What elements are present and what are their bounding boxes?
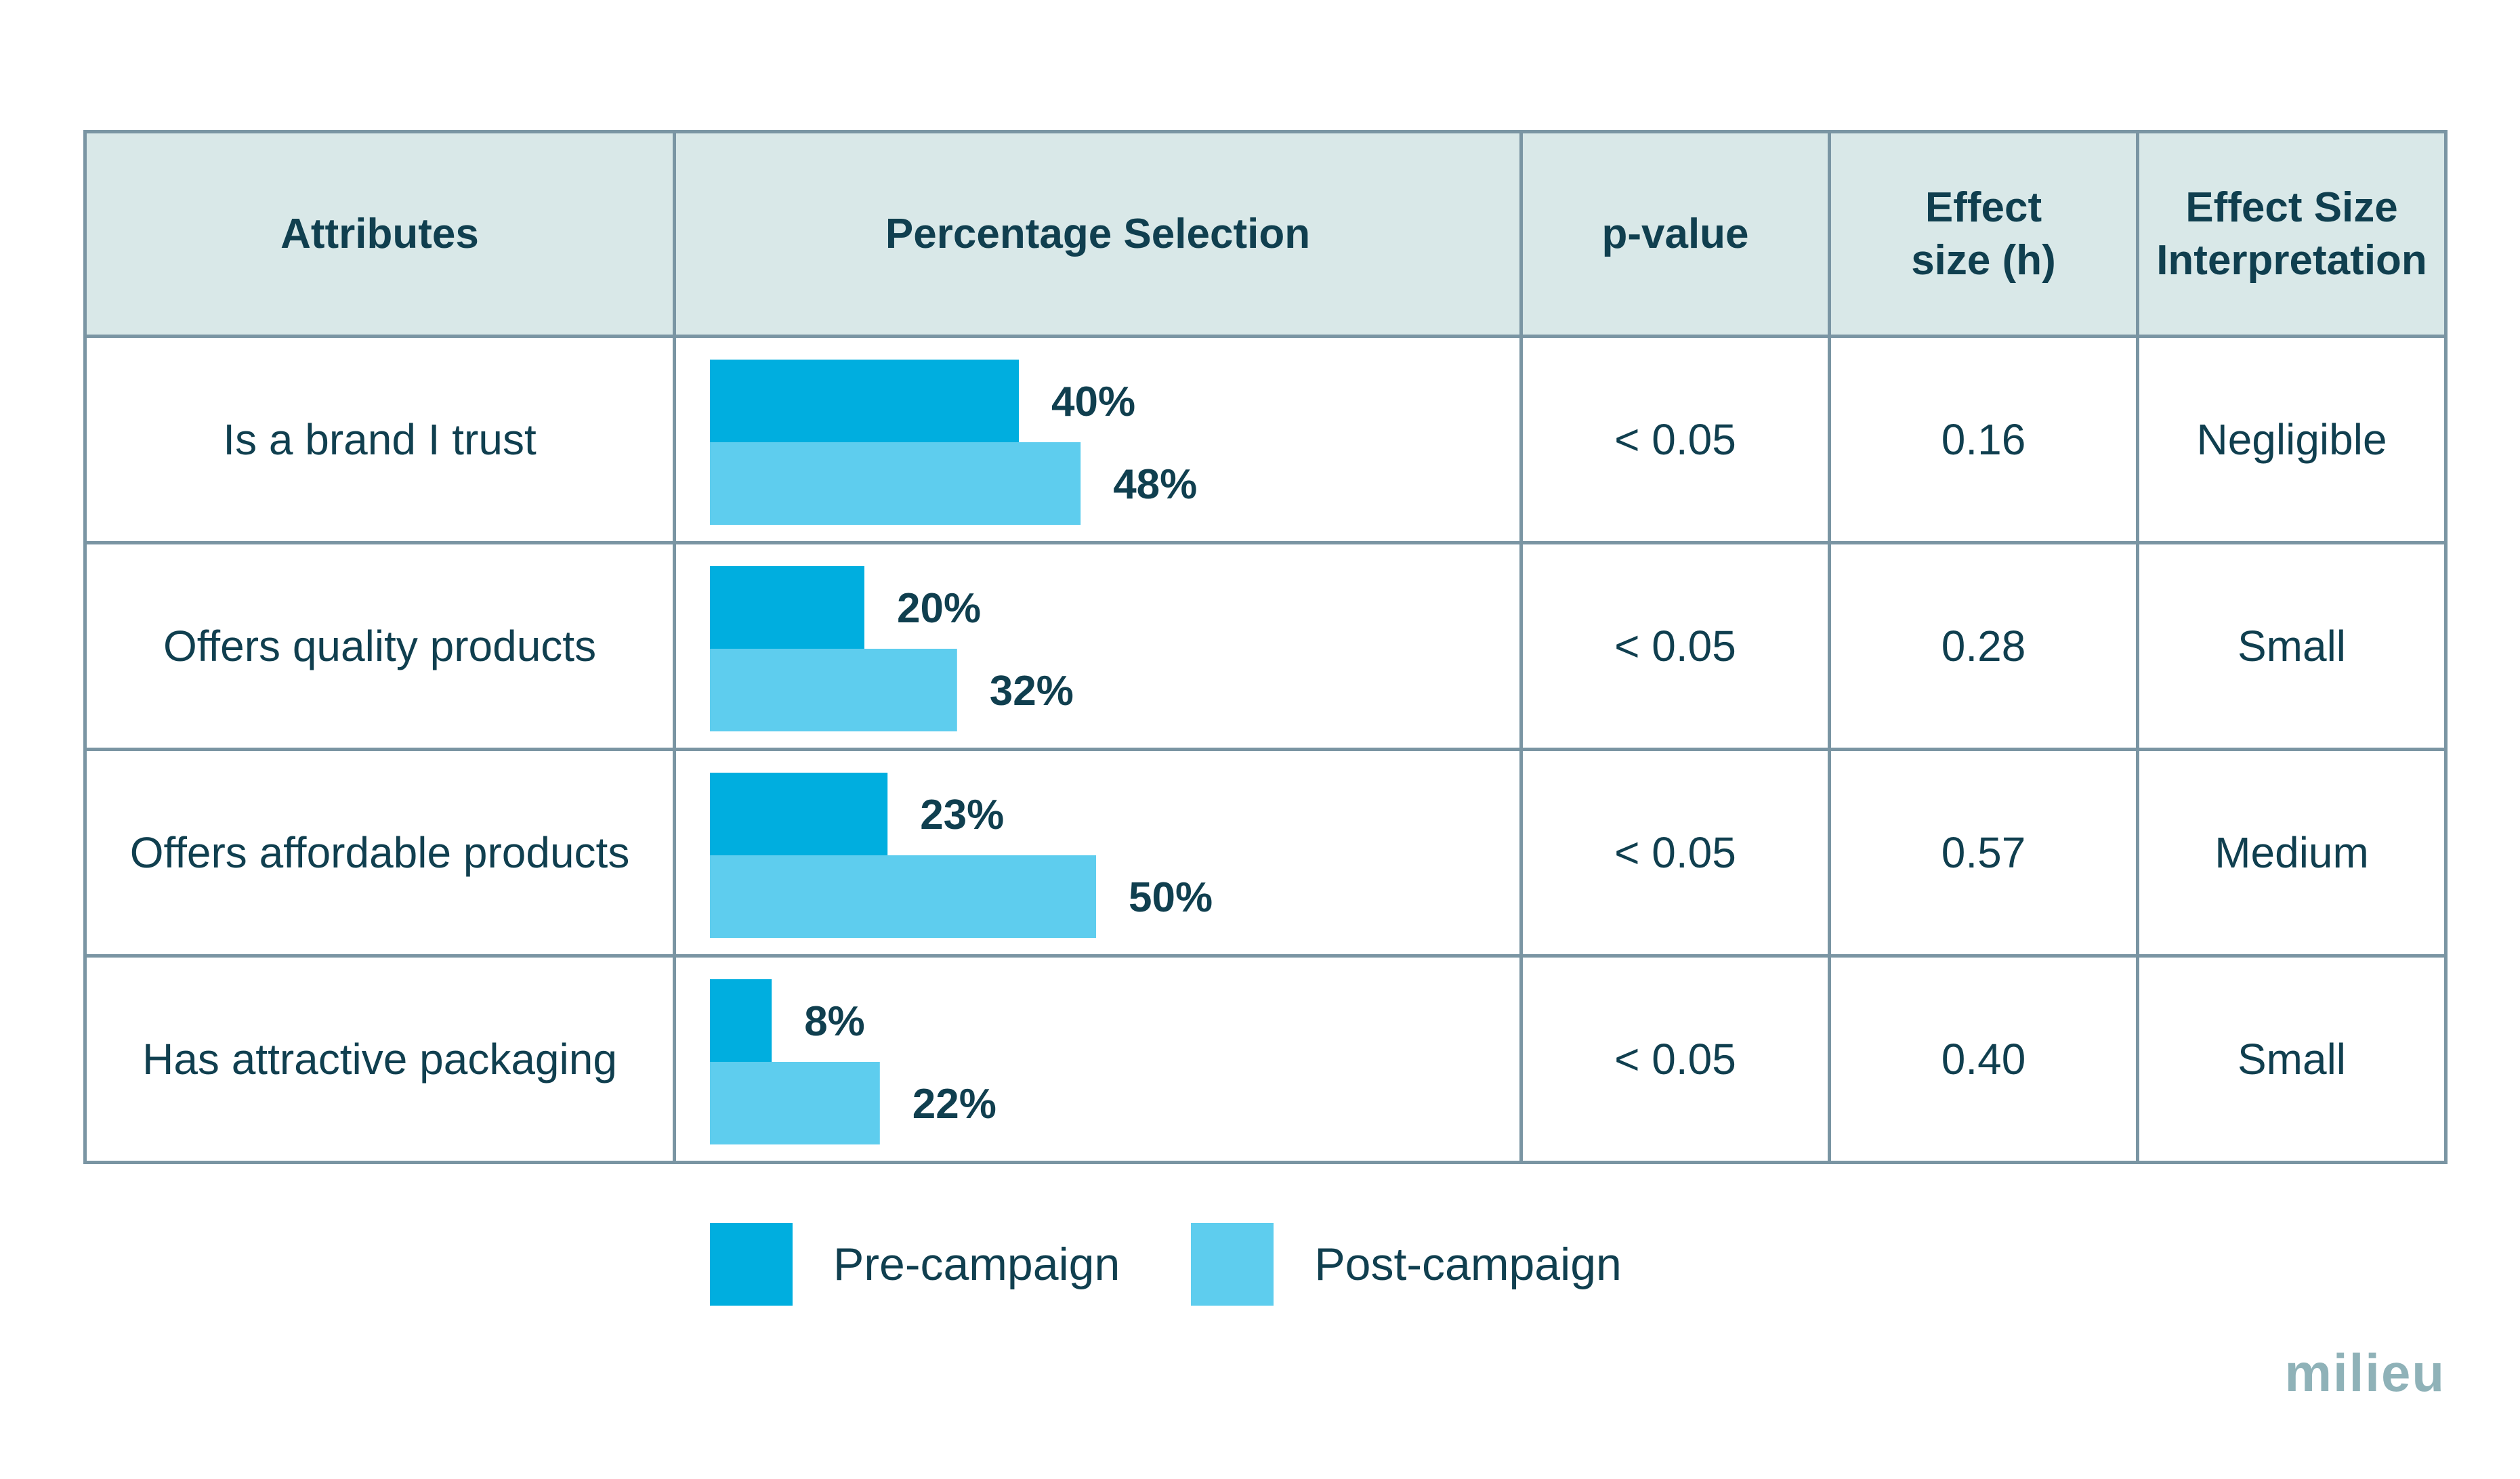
header-attributes: Attributes xyxy=(83,130,676,338)
table-row: Is a brand I trust 40% 48% < 0.05 0.16 Ne… xyxy=(83,335,2448,544)
bar-label-post-campaign: 48% xyxy=(1113,461,1197,508)
header-effect-size: Effect size (h) xyxy=(1828,130,2139,338)
effect-size-cell: 0.57 xyxy=(1828,748,2139,958)
percentage-bars-cell: 20% 32% xyxy=(673,541,1523,751)
bar-label-pre-campaign: 8% xyxy=(804,998,865,1045)
bar-pre-campaign xyxy=(710,566,864,649)
percentage-bars-cell: 40% 48% xyxy=(673,335,1523,544)
bar-pre-campaign xyxy=(710,360,1019,442)
bars-svg: 8% 22% xyxy=(710,979,996,1144)
bars-svg: 40% 48% xyxy=(710,360,1197,525)
table-row: Has attractive packaging 8% 22% < 0.05 0.… xyxy=(83,954,2448,1164)
effect-size-cell: 0.40 xyxy=(1828,954,2139,1164)
header-row: Attributes Percentage Selection p-value … xyxy=(83,130,2448,338)
bar-label-post-campaign: 50% xyxy=(1129,874,1213,921)
interpretation-cell: Small xyxy=(2136,541,2448,751)
bars-svg: 20%32% xyxy=(710,566,1074,731)
legend-label-post-campaign: Post-campaign xyxy=(1314,1239,1622,1290)
p-value-cell: < 0.05 xyxy=(1519,954,1831,1164)
bar-pre-campaign xyxy=(710,773,888,855)
bar-label-post-campaign: 32% xyxy=(990,668,1074,714)
legend-swatch-post-campaign xyxy=(1191,1223,1274,1306)
bar-post-campaign xyxy=(710,855,1096,938)
interpretation-cell: Medium xyxy=(2136,748,2448,958)
header-effect-interpretation: Effect Size Interpretation xyxy=(2136,130,2448,338)
percentage-bars-cell: 23% 50% xyxy=(673,748,1523,958)
legend-swatch-pre-campaign xyxy=(710,1223,793,1306)
bar-label-pre-campaign: 40% xyxy=(1051,379,1135,425)
bar-label-pre-campaign: 23% xyxy=(920,792,1004,838)
p-value-cell: < 0.05 xyxy=(1519,335,1831,544)
bar-label-pre-campaign: 20% xyxy=(897,585,981,632)
table-row: Offers affordable products 23% 50% < 0.05… xyxy=(83,748,2448,958)
attribute-cell: Has attractive packaging xyxy=(83,954,676,1164)
bar-post-campaign xyxy=(710,1062,880,1144)
results-table: Attributes Percentage Selection p-value … xyxy=(83,130,2448,1164)
bar-post-campaign xyxy=(710,442,1081,525)
legend: Pre-campaign Post-campaign xyxy=(710,1223,1693,1306)
attribute-cell: Is a brand I trust xyxy=(83,335,676,544)
header-effect-size-label: Effect size (h) xyxy=(1911,184,2056,284)
attribute-cell: Offers quality products xyxy=(83,541,676,751)
bar-pre-campaign xyxy=(710,979,772,1062)
effect-size-cell: 0.16 xyxy=(1828,335,2139,544)
legend-item-pre-campaign: Pre-campaign xyxy=(710,1223,1120,1306)
table-row: Offers quality products 20% 32% < 0.05 0.… xyxy=(83,541,2448,751)
header-percentage-selection: Percentage Selection xyxy=(673,130,1523,338)
p-value-cell: < 0.05 xyxy=(1519,541,1831,751)
brand-logo: milieu xyxy=(2284,1343,2445,1402)
p-value-cell: < 0.05 xyxy=(1519,748,1831,958)
header-p-value: p-value xyxy=(1519,130,1831,338)
legend-label-pre-campaign: Pre-campaign xyxy=(833,1239,1120,1290)
bar-post-campaign xyxy=(710,649,957,731)
bar-label-post-campaign: 22% xyxy=(912,1081,996,1128)
attribute-cell: Offers affordable products xyxy=(83,748,676,958)
percentage-bars-cell: 8% 22% xyxy=(673,954,1523,1164)
bars-svg: 23% 50% xyxy=(710,773,1213,938)
effect-size-cell: 0.28 xyxy=(1828,541,2139,751)
interpretation-cell: Small xyxy=(2136,954,2448,1164)
interpretation-cell: Negligible xyxy=(2136,335,2448,544)
legend-item-post-campaign: Post-campaign xyxy=(1191,1223,1622,1306)
